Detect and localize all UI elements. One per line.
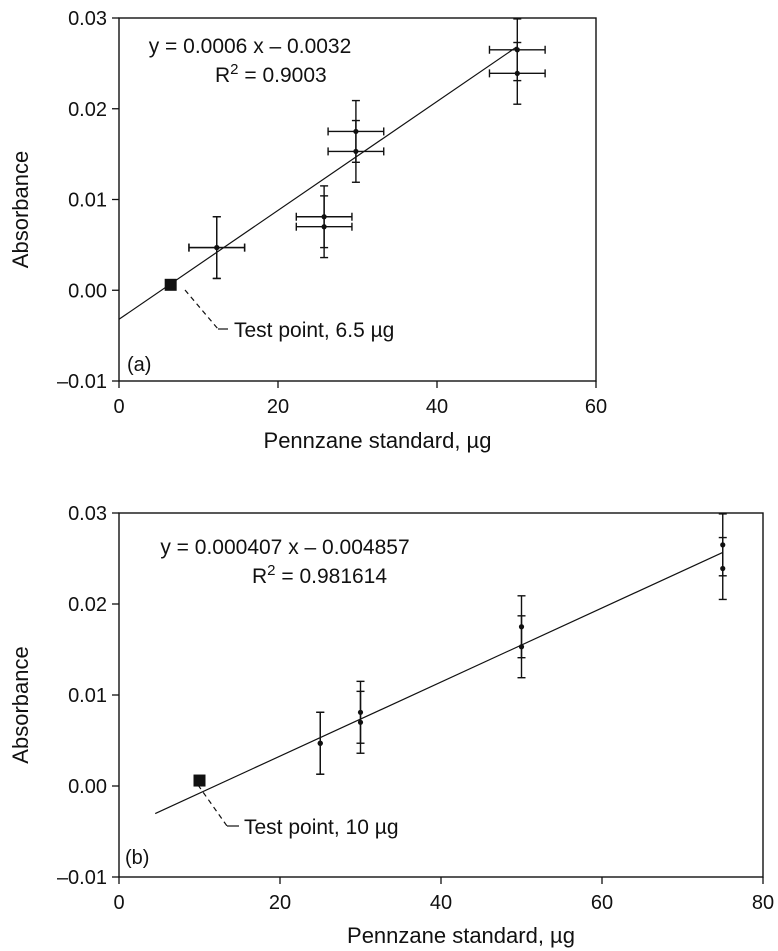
panel-a-y-tick-label: 0.03 xyxy=(68,8,107,30)
panel-a-x-tick-label: 0 xyxy=(113,396,124,418)
panel-b-data-point xyxy=(357,719,364,725)
panel-a-fit-line xyxy=(118,46,517,320)
panel-b-y-tick-label: –0.01 xyxy=(57,867,107,889)
panel-a-data-point xyxy=(353,148,359,155)
panel-a-r-squared: R2 = 0.9003 xyxy=(215,61,327,87)
panel-a-annotation-leader xyxy=(184,289,219,330)
panel-a-data-point xyxy=(214,244,220,251)
panel-a-data-point xyxy=(514,70,520,76)
panel-a-x-axis-title: Pennzane standard, µg xyxy=(264,428,492,453)
panel-a-r-squared-value: = 0.9003 xyxy=(239,64,327,87)
panel-a-test-point xyxy=(164,278,177,291)
panel-b-y-tick-label: 0.00 xyxy=(68,776,107,798)
panel-b-annotation-leader xyxy=(197,784,228,827)
panel-b-x-tick-label: 80 xyxy=(752,892,774,914)
panel-b-r-squared: R2 = 0.981614 xyxy=(252,562,387,588)
panel-b-y-tick-label: 0.01 xyxy=(68,685,107,707)
panel-b-r-squared-value: = 0.981614 xyxy=(276,565,388,588)
panel-b-data-point xyxy=(317,740,323,746)
panel-a-test-point-label: Test point, 6.5 µg xyxy=(234,319,394,342)
panel-b-y-tick-label: 0.02 xyxy=(68,594,107,616)
panel-b-y-tick-label: 0.03 xyxy=(68,503,107,525)
panel-a-equation: y = 0.0006 x – 0.0032 xyxy=(149,35,352,58)
panel-b-chart: 0 20 40 60 80 –0.01 0.00 0.01 0.02 0.03 Pennzane s… xyxy=(8,503,774,948)
panel-a-y-axis-title: Absorbance xyxy=(8,151,33,268)
panel-b-y-axis-title: Absorbance xyxy=(8,646,33,763)
panel-b-r-squared-symbol: R xyxy=(252,565,267,588)
panel-b-r-squared-exponent: 2 xyxy=(267,562,275,579)
panel-b-fit-line xyxy=(154,551,724,815)
panel-a-panel-label: (a) xyxy=(127,354,151,376)
panel-a-chart: 0 20 40 60 –0.01 0.00 0.01 0.02 0.03 Pennzane sta… xyxy=(8,8,607,453)
panel-a-r-squared-exponent: 2 xyxy=(230,61,238,78)
panel-b-data-point xyxy=(518,644,525,650)
panel-b-test-point xyxy=(193,774,206,787)
panel-a-y-tick-label: 0.02 xyxy=(68,99,107,121)
panel-a-x-tick-label: 60 xyxy=(585,396,607,418)
panel-a-y-tick-label: –0.01 xyxy=(57,371,107,393)
panel-a-y-tick-label: 0.01 xyxy=(68,190,107,212)
panel-b-test-point-label: Test point, 10 µg xyxy=(244,816,399,839)
panel-b-data-point xyxy=(720,565,726,572)
panel-a-y-tick-label: 0.00 xyxy=(68,280,107,302)
panel-b-x-axis-title: Pennzane standard, µg xyxy=(347,923,575,948)
panel-b-plot-frame xyxy=(118,512,764,878)
panel-a-x-tick-label: 20 xyxy=(267,396,289,418)
panel-b-equation: y = 0.000407 x – 0.004857 xyxy=(160,536,409,559)
panel-a-data-point xyxy=(321,224,327,230)
panel-a-r-squared-symbol: R xyxy=(215,64,230,87)
panel-b-x-tick-label: 60 xyxy=(591,892,613,914)
panel-b-x-tick-label: 0 xyxy=(113,892,124,914)
panel-b-x-tick-label: 20 xyxy=(269,892,291,914)
panel-a-x-tick-label: 40 xyxy=(426,396,448,418)
panel-b-x-tick-label: 40 xyxy=(430,892,452,914)
panel-b-panel-label: (b) xyxy=(125,847,149,869)
